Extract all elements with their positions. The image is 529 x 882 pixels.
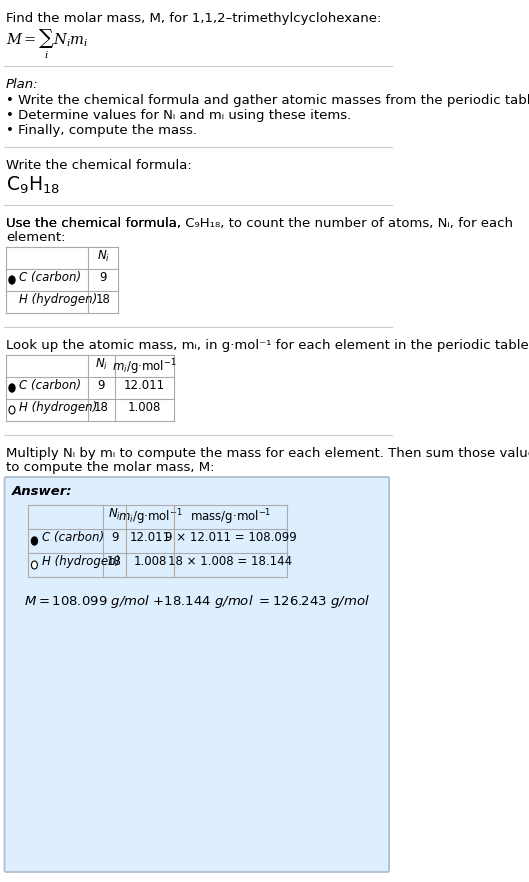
Text: C (carbon): C (carbon) xyxy=(42,531,104,544)
Text: 9: 9 xyxy=(99,271,107,284)
Text: $m_i$/g·mol$^{-1}$: $m_i$/g·mol$^{-1}$ xyxy=(112,357,177,377)
Text: 9: 9 xyxy=(98,379,105,392)
Text: $M = \sum_i N_i m_i$: $M = \sum_i N_i m_i$ xyxy=(6,28,88,62)
Text: 9: 9 xyxy=(111,531,118,544)
Text: • Determine values for Nᵢ and mᵢ using these items.: • Determine values for Nᵢ and mᵢ using t… xyxy=(6,109,351,122)
Text: 1.008: 1.008 xyxy=(133,555,167,568)
Text: 12.011: 12.011 xyxy=(124,379,165,392)
Text: H (hydrogen): H (hydrogen) xyxy=(42,555,120,568)
Circle shape xyxy=(9,384,15,392)
Text: $\mathrm{C_9H_{18}}$: $\mathrm{C_9H_{18}}$ xyxy=(6,175,60,197)
Circle shape xyxy=(31,561,38,569)
Text: • Write the chemical formula and gather atomic masses from the periodic table.: • Write the chemical formula and gather … xyxy=(6,94,529,107)
Circle shape xyxy=(9,298,15,306)
Text: H (hydrogen): H (hydrogen) xyxy=(20,401,98,414)
Text: Find the molar mass, M, for 1,1,2–trimethylcyclohexane:: Find the molar mass, M, for 1,1,2–trimet… xyxy=(6,12,381,25)
Text: C (carbon): C (carbon) xyxy=(20,271,81,284)
Text: 18: 18 xyxy=(94,401,109,414)
Text: Use the chemical formula, C₉H₁₈, to count the number of atoms, Nᵢ, for each: Use the chemical formula, C₉H₁₈, to coun… xyxy=(6,217,513,230)
Text: $N_i$: $N_i$ xyxy=(108,507,121,522)
Text: 12.011: 12.011 xyxy=(130,531,171,544)
Text: Answer:: Answer: xyxy=(12,485,72,498)
Text: Multiply Nᵢ by mᵢ to compute the mass for each element. Then sum those values: Multiply Nᵢ by mᵢ to compute the mass fo… xyxy=(6,447,529,460)
Text: $m_i$/g·mol$^{-1}$: $m_i$/g·mol$^{-1}$ xyxy=(118,507,183,527)
Text: 1.008: 1.008 xyxy=(127,401,161,414)
Text: mass/g·mol$^{-1}$: mass/g·mol$^{-1}$ xyxy=(190,507,271,527)
Text: Look up the atomic mass, mᵢ, in g·mol⁻¹ for each element in the periodic table:: Look up the atomic mass, mᵢ, in g·mol⁻¹ … xyxy=(6,339,529,352)
Text: 18: 18 xyxy=(96,293,111,306)
Text: Plan:: Plan: xyxy=(6,78,39,91)
Text: $M = 108.099$ g/mol $+ 18.144$ g/mol $= 126.243$ g/mol: $M = 108.099$ g/mol $+ 18.144$ g/mol $= … xyxy=(24,593,370,610)
Text: Use the chemical formula,: Use the chemical formula, xyxy=(6,217,185,230)
Circle shape xyxy=(31,537,38,545)
Circle shape xyxy=(9,406,15,414)
Circle shape xyxy=(9,276,15,284)
Text: 18 × 1.008 = 18.144: 18 × 1.008 = 18.144 xyxy=(168,555,293,568)
Text: element:: element: xyxy=(6,231,66,244)
Text: • Finally, compute the mass.: • Finally, compute the mass. xyxy=(6,124,197,137)
Text: $N_i$: $N_i$ xyxy=(95,357,108,372)
Text: to compute the molar mass, M:: to compute the molar mass, M: xyxy=(6,461,214,474)
Text: $N_i$: $N_i$ xyxy=(97,249,110,264)
Text: 9 × 12.011 = 108.099: 9 × 12.011 = 108.099 xyxy=(165,531,296,544)
Text: C (carbon): C (carbon) xyxy=(20,379,81,392)
Text: Write the chemical formula:: Write the chemical formula: xyxy=(6,159,191,172)
FancyBboxPatch shape xyxy=(4,477,389,872)
Text: 18: 18 xyxy=(107,555,122,568)
Text: H (hydrogen): H (hydrogen) xyxy=(20,293,98,306)
